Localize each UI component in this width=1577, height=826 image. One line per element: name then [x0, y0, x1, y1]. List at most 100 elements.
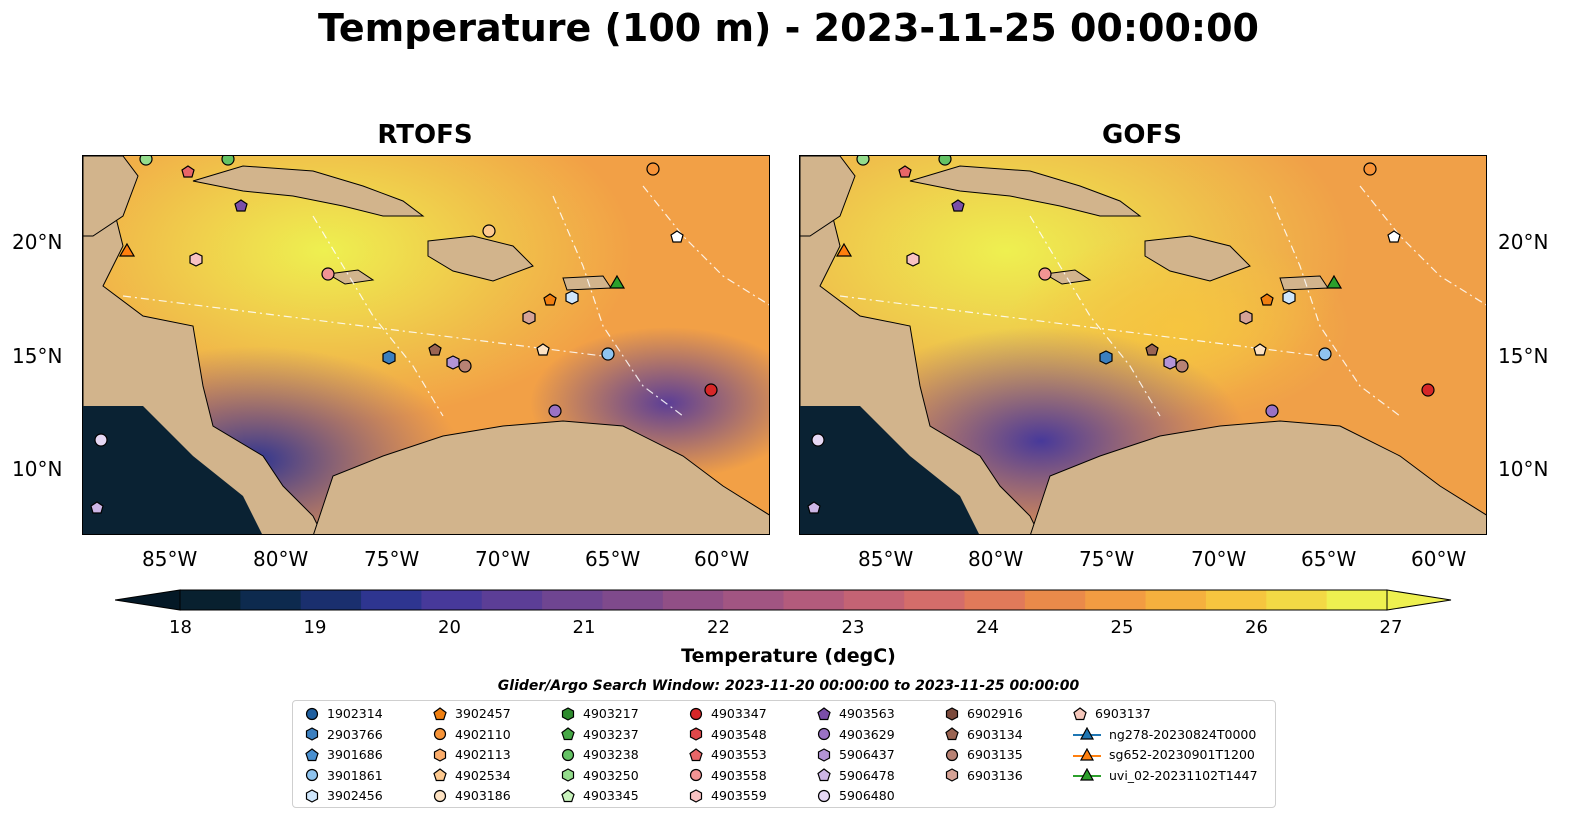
- colorbar-segment: [1326, 590, 1388, 610]
- legend-item: 4902110: [433, 727, 511, 742]
- legend-item: 4903629: [817, 727, 895, 742]
- marker-3902457: [1260, 293, 1274, 306]
- marker-4902110: [1363, 162, 1377, 176]
- marker-uvi02: [608, 274, 626, 289]
- legend-item: 4903559: [689, 788, 767, 803]
- marker-6903135: [1175, 359, 1189, 373]
- legend-hexagon-icon: [561, 706, 575, 721]
- legend-label: 4903629: [839, 726, 895, 742]
- legend-item: uvi_02-20231102T1447: [1073, 768, 1258, 783]
- legend-hexagon-icon: [945, 706, 959, 721]
- legend-item: 4903186: [433, 788, 511, 803]
- legend-pentagon-icon: [1073, 706, 1087, 720]
- marker-4903629: [548, 404, 562, 418]
- legend-label: 4903553: [711, 747, 767, 762]
- legend-pentagon-icon: [817, 768, 831, 782]
- marker-4903250: [139, 156, 153, 166]
- legend-label: 6903135: [967, 747, 1023, 762]
- legend-label: 3901861: [327, 767, 383, 783]
- lon-tick-rtofs-75: 75°W: [364, 547, 420, 571]
- legend-circle-icon: [945, 748, 959, 761]
- legend-label: sg652-20230901T1200: [1109, 747, 1255, 762]
- legend-item: 6902916: [945, 706, 1023, 721]
- marker-4903345: [536, 343, 550, 356]
- lon-tick-gofs-85: 85°W: [858, 547, 914, 571]
- legend-label: 4903559: [711, 788, 767, 803]
- legend: 1902314 2903766 3901686 3901861 3902456 39024…: [292, 700, 1276, 808]
- marker-3901861: [1318, 347, 1332, 361]
- legend-item: 3902456: [305, 788, 383, 803]
- legend-item: 6903136: [945, 768, 1023, 783]
- panel-title-gofs: GOFS: [1102, 120, 1182, 150]
- marker-4903553: [181, 165, 195, 178]
- legend-label: 6903136: [967, 767, 1023, 783]
- legend-item: 6903137: [1073, 706, 1151, 721]
- land-south-america: [313, 420, 769, 534]
- marker-5906478: [90, 501, 104, 514]
- legend-item: 1902314: [305, 706, 383, 721]
- marker-6903134: [1145, 343, 1159, 356]
- marker-uvi02: [1325, 274, 1343, 289]
- land-yucatan: [83, 156, 139, 237]
- legend-pentagon-icon: [433, 706, 447, 720]
- legend-label: 1902314: [327, 706, 383, 721]
- legend-pentagon-icon: [305, 747, 319, 761]
- marker-5906437: [446, 355, 460, 370]
- land-cuba: [192, 165, 425, 217]
- marker-3901686: [1387, 230, 1401, 243]
- colorbar-tick-label: 26: [1245, 617, 1268, 638]
- marker-2903766: [1099, 350, 1113, 365]
- lon-tick-gofs-60: 60°W: [1411, 547, 1467, 571]
- marker-5906480: [94, 433, 108, 447]
- legend-label: 5906437: [839, 747, 895, 762]
- legend-circle-icon: [433, 727, 447, 741]
- colorbar-tick-label: 27: [1379, 617, 1403, 638]
- land-jamaica: [326, 269, 375, 285]
- marker-sg652: [835, 242, 853, 257]
- marker-4903559: [189, 252, 203, 267]
- colorbar-segment: [1085, 590, 1147, 610]
- legend-hexagon-icon: [689, 788, 703, 803]
- legend-label: 4902110: [455, 726, 511, 742]
- marker-3902457: [543, 293, 557, 306]
- legend-label: 3901686: [327, 747, 383, 762]
- land-hispaniola: [1144, 235, 1251, 282]
- marker-5906437: [1163, 355, 1177, 370]
- legend-item: 6903135: [945, 747, 1023, 762]
- colorbar-segment: [240, 590, 302, 610]
- colorbar-tick-label: 21: [572, 617, 596, 638]
- legend-circle-icon: [817, 727, 831, 741]
- land-jamaica: [1043, 269, 1092, 285]
- marker-4903629: [1265, 404, 1279, 418]
- legend-hexagon-icon: [689, 727, 703, 741]
- marker-4903347: [1421, 383, 1435, 397]
- eez-boundaries: [122, 185, 769, 417]
- colorbar-segment: [542, 590, 603, 610]
- colorbar-segment: [662, 590, 724, 610]
- colorbar-tick-label: 25: [1110, 617, 1134, 638]
- lat-tick-left-15: 15°N: [12, 344, 63, 368]
- legend-label: 6902916: [967, 706, 1023, 721]
- legend-label: 4903548: [711, 726, 767, 742]
- land-hispaniola: [427, 235, 534, 282]
- legend-item: 6903134: [945, 727, 1023, 742]
- marker-4903347: [704, 383, 718, 397]
- colorbar-extend-high: [1386, 589, 1452, 611]
- marker-4902110: [646, 162, 660, 176]
- marker-3901686: [670, 230, 684, 243]
- figure-title: Temperature (100 m) - 2023-11-25 00:00:0…: [317, 6, 1259, 50]
- land-yucatan: [800, 156, 856, 237]
- lat-tick-left-20: 20°N: [12, 230, 63, 254]
- legend-item: 5906478: [817, 768, 895, 783]
- legend-circle-icon: [305, 768, 319, 782]
- legend-pentagon-icon: [561, 727, 575, 741]
- legend-item: 4902534: [433, 768, 511, 783]
- eez-boundaries: [839, 185, 1486, 417]
- lat-tick-right-20: 20°N: [1498, 230, 1549, 254]
- colorbar-segment: [481, 590, 543, 610]
- legend-label: 4903186: [455, 788, 511, 803]
- legend-label: 5906480: [839, 788, 895, 803]
- legend-circle-icon: [689, 768, 703, 782]
- lon-tick-gofs-80: 80°W: [968, 547, 1024, 571]
- colorbar-tick-label: 19: [303, 617, 327, 638]
